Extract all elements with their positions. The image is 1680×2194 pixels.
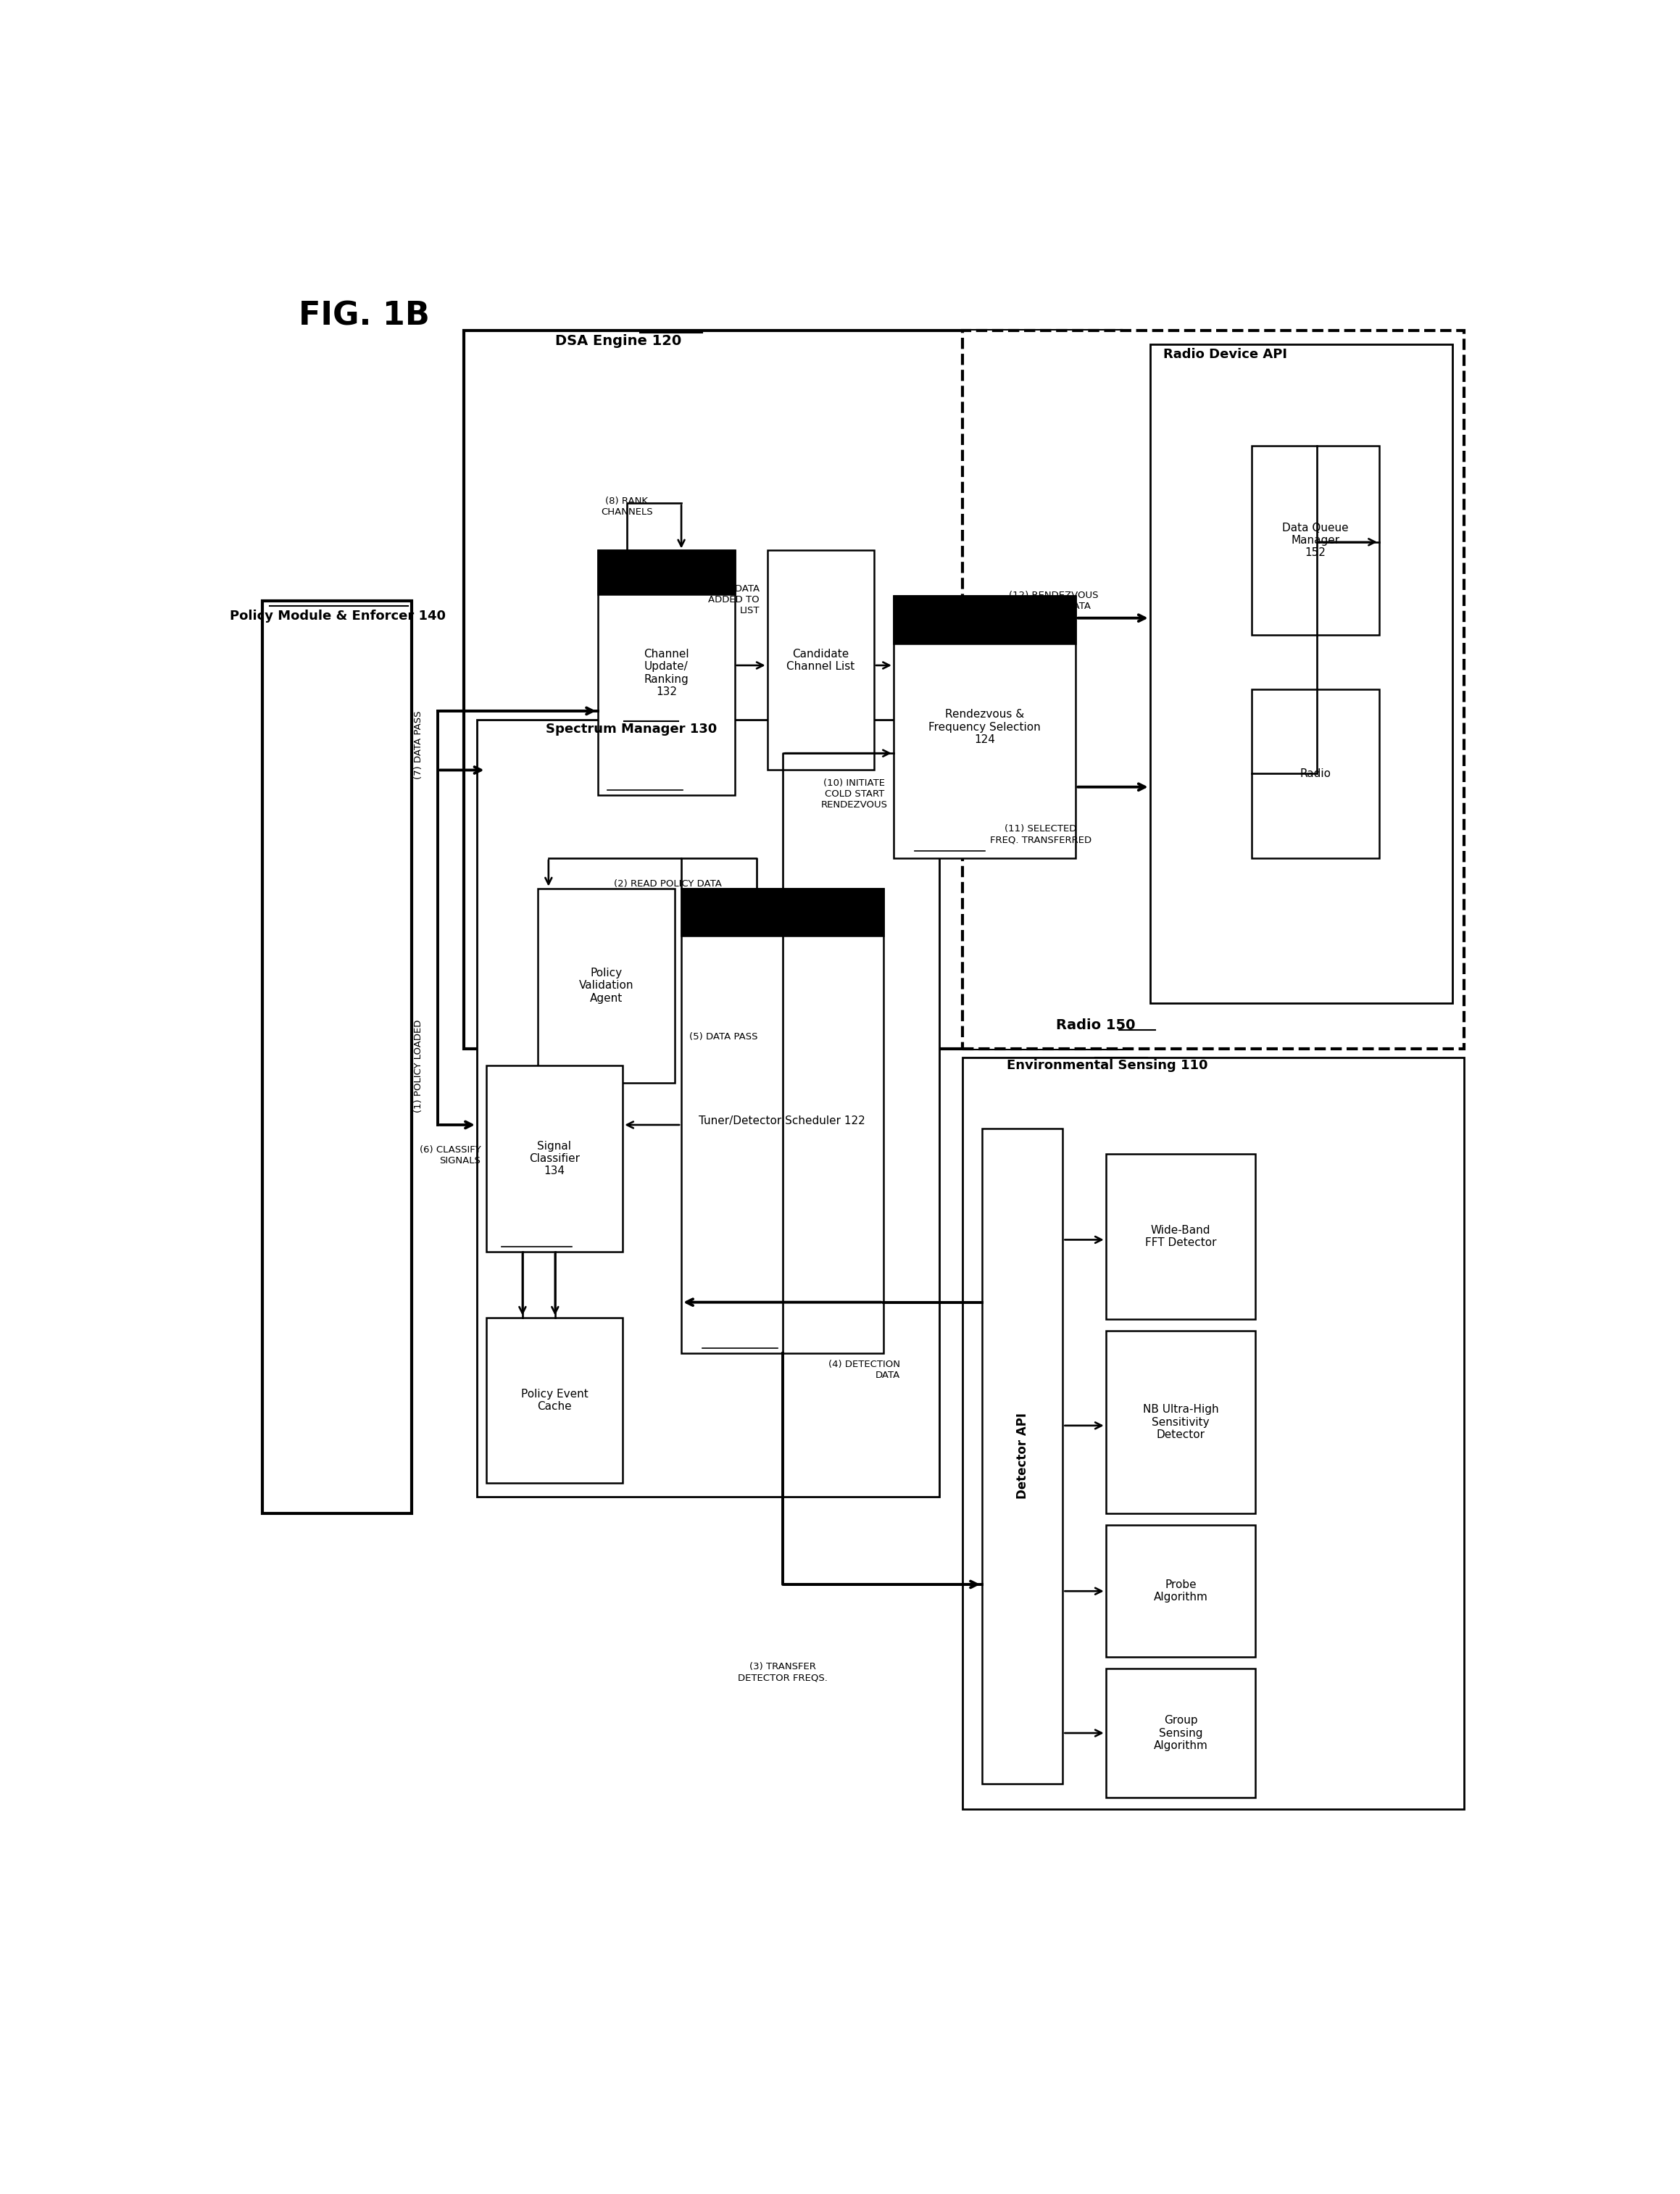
Text: (8) RANK
CHANNELS: (8) RANK CHANNELS (601, 496, 652, 518)
Bar (598, 551, 734, 796)
Bar (464, 331, 1122, 1049)
Text: (2) READ POLICY DATA: (2) READ POLICY DATA (613, 880, 721, 889)
Bar (1105, 1670, 1255, 1797)
Text: Wide-Band
FFT Detector: Wide-Band FFT Detector (1146, 1224, 1216, 1248)
Text: (5) DATA PASS: (5) DATA PASS (689, 1033, 758, 1042)
Bar (598, 551, 734, 595)
Text: Spectrum Manager 130: Spectrum Manager 130 (546, 722, 717, 735)
Bar (1105, 1525, 1255, 1656)
Text: Radio Device API: Radio Device API (1163, 349, 1287, 360)
Bar (682, 889, 884, 935)
Text: (1) POLICY LOADED: (1) POLICY LOADED (413, 1020, 423, 1112)
Text: (10) INITIATE
COLD START
RENDEZVOUS: (10) INITIATE COLD START RENDEZVOUS (822, 779, 887, 810)
Bar (262, 601, 412, 1514)
Text: Rendezvous &
Frequency Selection
124: Rendezvous & Frequency Selection 124 (929, 709, 1042, 746)
Bar (682, 889, 884, 1354)
Text: Candidate
Channel List: Candidate Channel List (786, 649, 855, 671)
Bar (983, 1128, 1063, 1784)
Text: FIG. 1B: FIG. 1B (299, 301, 430, 331)
Text: (3) TRANSFER
DETECTOR FREQS.: (3) TRANSFER DETECTOR FREQS. (738, 1663, 828, 1683)
Text: Policy Event
Cache: Policy Event Cache (521, 1389, 588, 1413)
Bar (1252, 445, 1379, 634)
Text: (9) DATA
ADDED TO
LIST: (9) DATA ADDED TO LIST (709, 584, 759, 617)
Bar (486, 1316, 623, 1483)
Text: Probe
Algorithm: Probe Algorithm (1154, 1580, 1208, 1604)
Bar (768, 551, 874, 770)
Text: (6) CLASSIFY
SIGNALS: (6) CLASSIFY SIGNALS (420, 1145, 480, 1165)
Text: (4) DETECTION
DATA: (4) DETECTION DATA (828, 1360, 900, 1380)
Text: Policy Module & Enforcer 140: Policy Module & Enforcer 140 (230, 610, 445, 623)
Bar (1105, 1154, 1255, 1319)
Bar (538, 889, 675, 1082)
Text: Tuner/Detector Scheduler 122: Tuner/Detector Scheduler 122 (699, 1115, 865, 1126)
Bar (894, 597, 1075, 643)
Bar (963, 1058, 1463, 1810)
Text: (11) SELECTED
FREQ. TRANSFERRED: (11) SELECTED FREQ. TRANSFERRED (990, 825, 1092, 845)
Text: Environmental Sensing 110: Environmental Sensing 110 (1006, 1060, 1208, 1073)
Bar (477, 720, 939, 1496)
Bar (894, 597, 1075, 858)
Text: (7) DATA PASS: (7) DATA PASS (413, 711, 423, 779)
Text: Group
Sensing
Algorithm: Group Sensing Algorithm (1154, 1716, 1208, 1751)
Text: Radio: Radio (1300, 768, 1331, 779)
Bar (1105, 1332, 1255, 1514)
Bar (963, 331, 1463, 1049)
Bar (486, 1066, 623, 1251)
Text: Policy
Validation
Agent: Policy Validation Agent (580, 968, 633, 1003)
Text: (12) RENDEZVOUS
CONTROL DATA: (12) RENDEZVOUS CONTROL DATA (1010, 590, 1099, 612)
Text: NB Ultra-High
Sensitivity
Detector: NB Ultra-High Sensitivity Detector (1142, 1404, 1218, 1439)
Text: Channel
Update/
Ranking
132: Channel Update/ Ranking 132 (643, 649, 689, 698)
Text: Data Queue
Manager
152: Data Queue Manager 152 (1282, 522, 1349, 559)
Text: Detector API: Detector API (1016, 1413, 1028, 1499)
Text: DSA Engine 120: DSA Engine 120 (554, 333, 682, 349)
Bar (1252, 689, 1379, 858)
Bar (1151, 344, 1452, 1003)
Text: Radio 150: Radio 150 (1057, 1018, 1136, 1031)
Text: Signal
Classifier
134: Signal Classifier 134 (529, 1141, 580, 1176)
